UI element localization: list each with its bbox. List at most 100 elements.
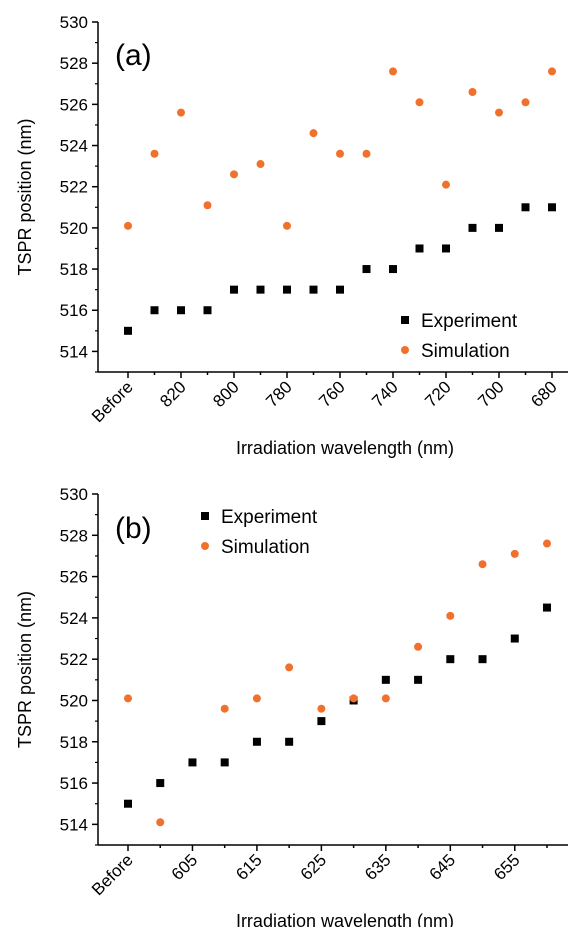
experiment-point bbox=[362, 265, 371, 274]
experiment-point bbox=[252, 737, 261, 746]
experiment-point bbox=[203, 306, 212, 315]
experiment-point bbox=[124, 799, 132, 808]
legend-label: Experiment bbox=[221, 507, 318, 528]
experiment-point bbox=[150, 306, 159, 315]
experiment-point bbox=[548, 203, 556, 212]
panel-label: (a) bbox=[115, 39, 152, 72]
simulation-point bbox=[510, 549, 519, 558]
x-tick-label: 780 bbox=[262, 377, 295, 410]
experiment-point bbox=[381, 675, 390, 684]
x-tick-label: 820 bbox=[156, 377, 189, 410]
simulation-point bbox=[150, 149, 159, 158]
experiment-point bbox=[336, 285, 344, 294]
experiment-point bbox=[389, 265, 397, 274]
simulation-point bbox=[203, 201, 212, 210]
simulation-point bbox=[349, 694, 358, 703]
experiment-point bbox=[230, 285, 238, 294]
experiment-point bbox=[317, 717, 326, 726]
simulation-point bbox=[468, 88, 477, 96]
experiment-point bbox=[495, 223, 503, 232]
simulation-point bbox=[415, 98, 424, 107]
y-axis-label: TSPR position (nm) bbox=[15, 591, 35, 748]
y-tick-label: 522 bbox=[60, 178, 88, 197]
simulation-point bbox=[446, 611, 455, 620]
simulation-point bbox=[124, 221, 132, 230]
legend-label: Simulation bbox=[421, 341, 510, 362]
y-tick-label: 518 bbox=[60, 733, 88, 752]
x-tick-label: 635 bbox=[361, 850, 394, 883]
x-tick-label: Before bbox=[88, 377, 137, 426]
simulation-point bbox=[362, 149, 371, 158]
simulation-point bbox=[309, 129, 318, 138]
simulation-point bbox=[256, 160, 265, 169]
simulation-point bbox=[317, 704, 326, 713]
experiment-point bbox=[446, 655, 455, 664]
x-tick-label: 700 bbox=[474, 377, 507, 410]
simulation-point bbox=[177, 108, 185, 117]
y-tick-label: 514 bbox=[60, 342, 88, 361]
y-tick-label: 520 bbox=[60, 691, 88, 710]
experiment-point bbox=[543, 603, 551, 612]
simulation-point bbox=[442, 180, 450, 189]
experiment-point bbox=[124, 326, 132, 335]
simulation-point bbox=[156, 818, 165, 827]
experiment-point bbox=[188, 758, 197, 767]
x-tick-label: 615 bbox=[232, 850, 265, 883]
simulation-point bbox=[521, 98, 530, 107]
y-tick-label: 524 bbox=[60, 137, 88, 156]
legend: Experiment Simulation bbox=[201, 507, 318, 558]
experiment-point bbox=[510, 634, 519, 643]
simulation-point bbox=[543, 539, 551, 548]
y-tick-label: 528 bbox=[60, 526, 88, 545]
x-tick-label: 740 bbox=[368, 377, 401, 410]
legend-label: Simulation bbox=[221, 537, 310, 558]
legend: Experiment Simulation bbox=[401, 311, 518, 362]
experiment-point bbox=[256, 285, 265, 294]
y-tick-label: 528 bbox=[60, 54, 88, 73]
x-tick-label: 605 bbox=[168, 850, 201, 883]
simulation-point bbox=[389, 67, 397, 76]
y-tick-label: 524 bbox=[60, 609, 88, 628]
y-tick-label: 522 bbox=[60, 650, 88, 669]
x-tick-label: 655 bbox=[490, 850, 523, 883]
simulation-point bbox=[283, 221, 291, 230]
y-tick-label: 516 bbox=[60, 774, 88, 793]
experiment-point bbox=[285, 737, 294, 746]
simulation-point bbox=[414, 642, 423, 651]
panel-label: (b) bbox=[115, 512, 152, 545]
simulation-point bbox=[548, 67, 556, 76]
y-tick-label: 526 bbox=[60, 568, 88, 587]
y-tick-label: 520 bbox=[60, 219, 88, 238]
y-tick-label: 514 bbox=[60, 815, 88, 834]
experiment-point bbox=[220, 758, 229, 767]
experiment-point bbox=[177, 306, 185, 315]
y-tick-label: 516 bbox=[60, 301, 88, 320]
y-axis-label: TSPR position (nm) bbox=[15, 118, 35, 275]
x-axis-label: Irradiation wavelength (nm) bbox=[236, 911, 454, 927]
x-tick-label: 720 bbox=[421, 377, 454, 410]
y-tick-label: 526 bbox=[60, 95, 88, 114]
experiment-point bbox=[283, 285, 291, 294]
simulation-point bbox=[124, 694, 132, 703]
x-tick-label: Before bbox=[88, 850, 137, 899]
y-tick-label: 518 bbox=[60, 260, 88, 279]
simulation-point bbox=[230, 170, 238, 179]
simulation-point bbox=[336, 149, 344, 158]
experiment-point bbox=[442, 244, 450, 253]
x-tick-label: 625 bbox=[297, 850, 330, 883]
x-axis-label: Irradiation wavelength (nm) bbox=[236, 438, 454, 458]
simulation-point bbox=[285, 663, 294, 672]
y-tick-label: 530 bbox=[60, 485, 88, 504]
x-tick-label: 645 bbox=[426, 850, 459, 883]
simulation-point bbox=[252, 694, 261, 703]
legend-marker-experiment bbox=[201, 512, 209, 520]
legend-marker-simulation bbox=[201, 542, 209, 550]
simulation-point bbox=[220, 704, 229, 713]
legend-marker-simulation bbox=[401, 346, 409, 354]
x-tick-label: 760 bbox=[315, 377, 348, 410]
y-tick-label: 530 bbox=[60, 13, 88, 32]
legend-marker-experiment bbox=[401, 316, 409, 324]
experiment-point bbox=[468, 223, 477, 232]
experiment-point bbox=[156, 779, 165, 788]
